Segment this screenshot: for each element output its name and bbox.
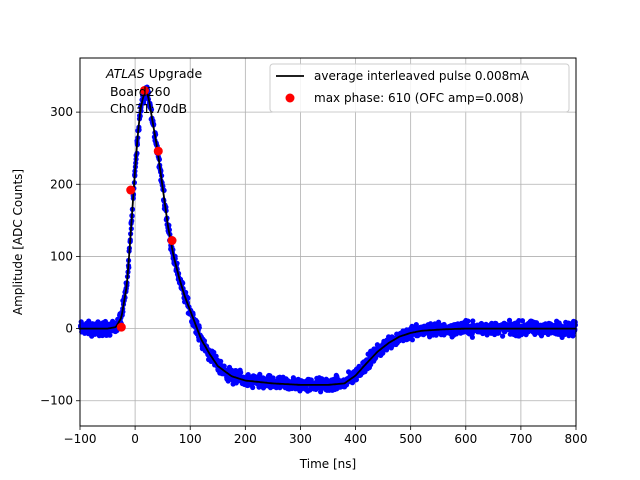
x-axis-label: Time [ns] bbox=[299, 457, 356, 471]
average-pulse-polyline bbox=[80, 88, 576, 386]
y-axis-label: Amplitude [ADC Counts] bbox=[11, 169, 25, 315]
max-phase-point bbox=[116, 322, 126, 332]
legend: average interleaved pulse 0.008mA max ph… bbox=[269, 63, 570, 113]
legend-label-max-phase: max phase: 610 (OFC amp=0.008) bbox=[314, 91, 524, 105]
y-tick-label: 200 bbox=[50, 177, 73, 191]
sample-point bbox=[500, 333, 506, 339]
sample-point bbox=[368, 362, 374, 368]
sample-point bbox=[380, 350, 386, 356]
x-tick-label: 800 bbox=[565, 432, 588, 446]
max-phase-point bbox=[167, 236, 177, 246]
average-pulse-line bbox=[80, 88, 576, 386]
sample-point bbox=[470, 318, 476, 324]
x-axis-ticks: −100 0 100 200 300 400 500 600 700 800 bbox=[64, 426, 588, 446]
max-phase-markers bbox=[116, 85, 177, 332]
sample-point bbox=[436, 319, 442, 325]
sample-point bbox=[465, 318, 471, 324]
sample-point bbox=[238, 369, 244, 376]
sample-point bbox=[107, 332, 113, 338]
max-phase-point bbox=[126, 185, 136, 195]
x-tick-label: 400 bbox=[344, 432, 367, 446]
plot-frame bbox=[79, 57, 577, 427]
legend-box bbox=[269, 63, 570, 113]
x-tick-label: 500 bbox=[399, 432, 422, 446]
sample-point bbox=[218, 358, 224, 364]
sample-point bbox=[250, 384, 256, 391]
legend-marker-swatch bbox=[285, 93, 295, 103]
y-axis-ticks: −100 0 100 200 300 bbox=[40, 105, 80, 408]
max-phase-point bbox=[139, 85, 149, 95]
x-tick-label: −100 bbox=[64, 432, 97, 446]
max-phase-point bbox=[153, 146, 163, 156]
x-tick-label: 0 bbox=[131, 432, 139, 446]
x-tick-label: 600 bbox=[454, 432, 477, 446]
x-tick-label: 200 bbox=[234, 432, 257, 446]
annotation-line-1: ATLAS Upgrade bbox=[105, 66, 202, 81]
sample-point bbox=[519, 318, 526, 324]
annotation-experiment: ATLAS bbox=[105, 66, 145, 81]
legend-label-average: average interleaved pulse 0.008mA bbox=[314, 69, 530, 83]
annotation-experiment-suffix: Upgrade bbox=[145, 66, 203, 81]
x-tick-label: 300 bbox=[289, 432, 312, 446]
x-tick-label: 700 bbox=[509, 432, 532, 446]
y-tick-label: 300 bbox=[50, 105, 73, 119]
sample-point bbox=[353, 377, 359, 383]
y-tick-label: 100 bbox=[50, 249, 73, 263]
annotation-board: Board260 bbox=[106, 84, 171, 99]
annotation: ATLAS Upgrade Board260 Ch031:70dB bbox=[105, 66, 202, 116]
x-tick-label: 100 bbox=[179, 432, 202, 446]
y-tick-label: 0 bbox=[65, 322, 73, 336]
sample-point bbox=[213, 353, 219, 359]
sample-point bbox=[572, 322, 579, 328]
y-tick-label: −100 bbox=[40, 394, 73, 408]
sample-point bbox=[409, 337, 415, 343]
annotation-channel: Ch031:70dB bbox=[106, 101, 187, 116]
